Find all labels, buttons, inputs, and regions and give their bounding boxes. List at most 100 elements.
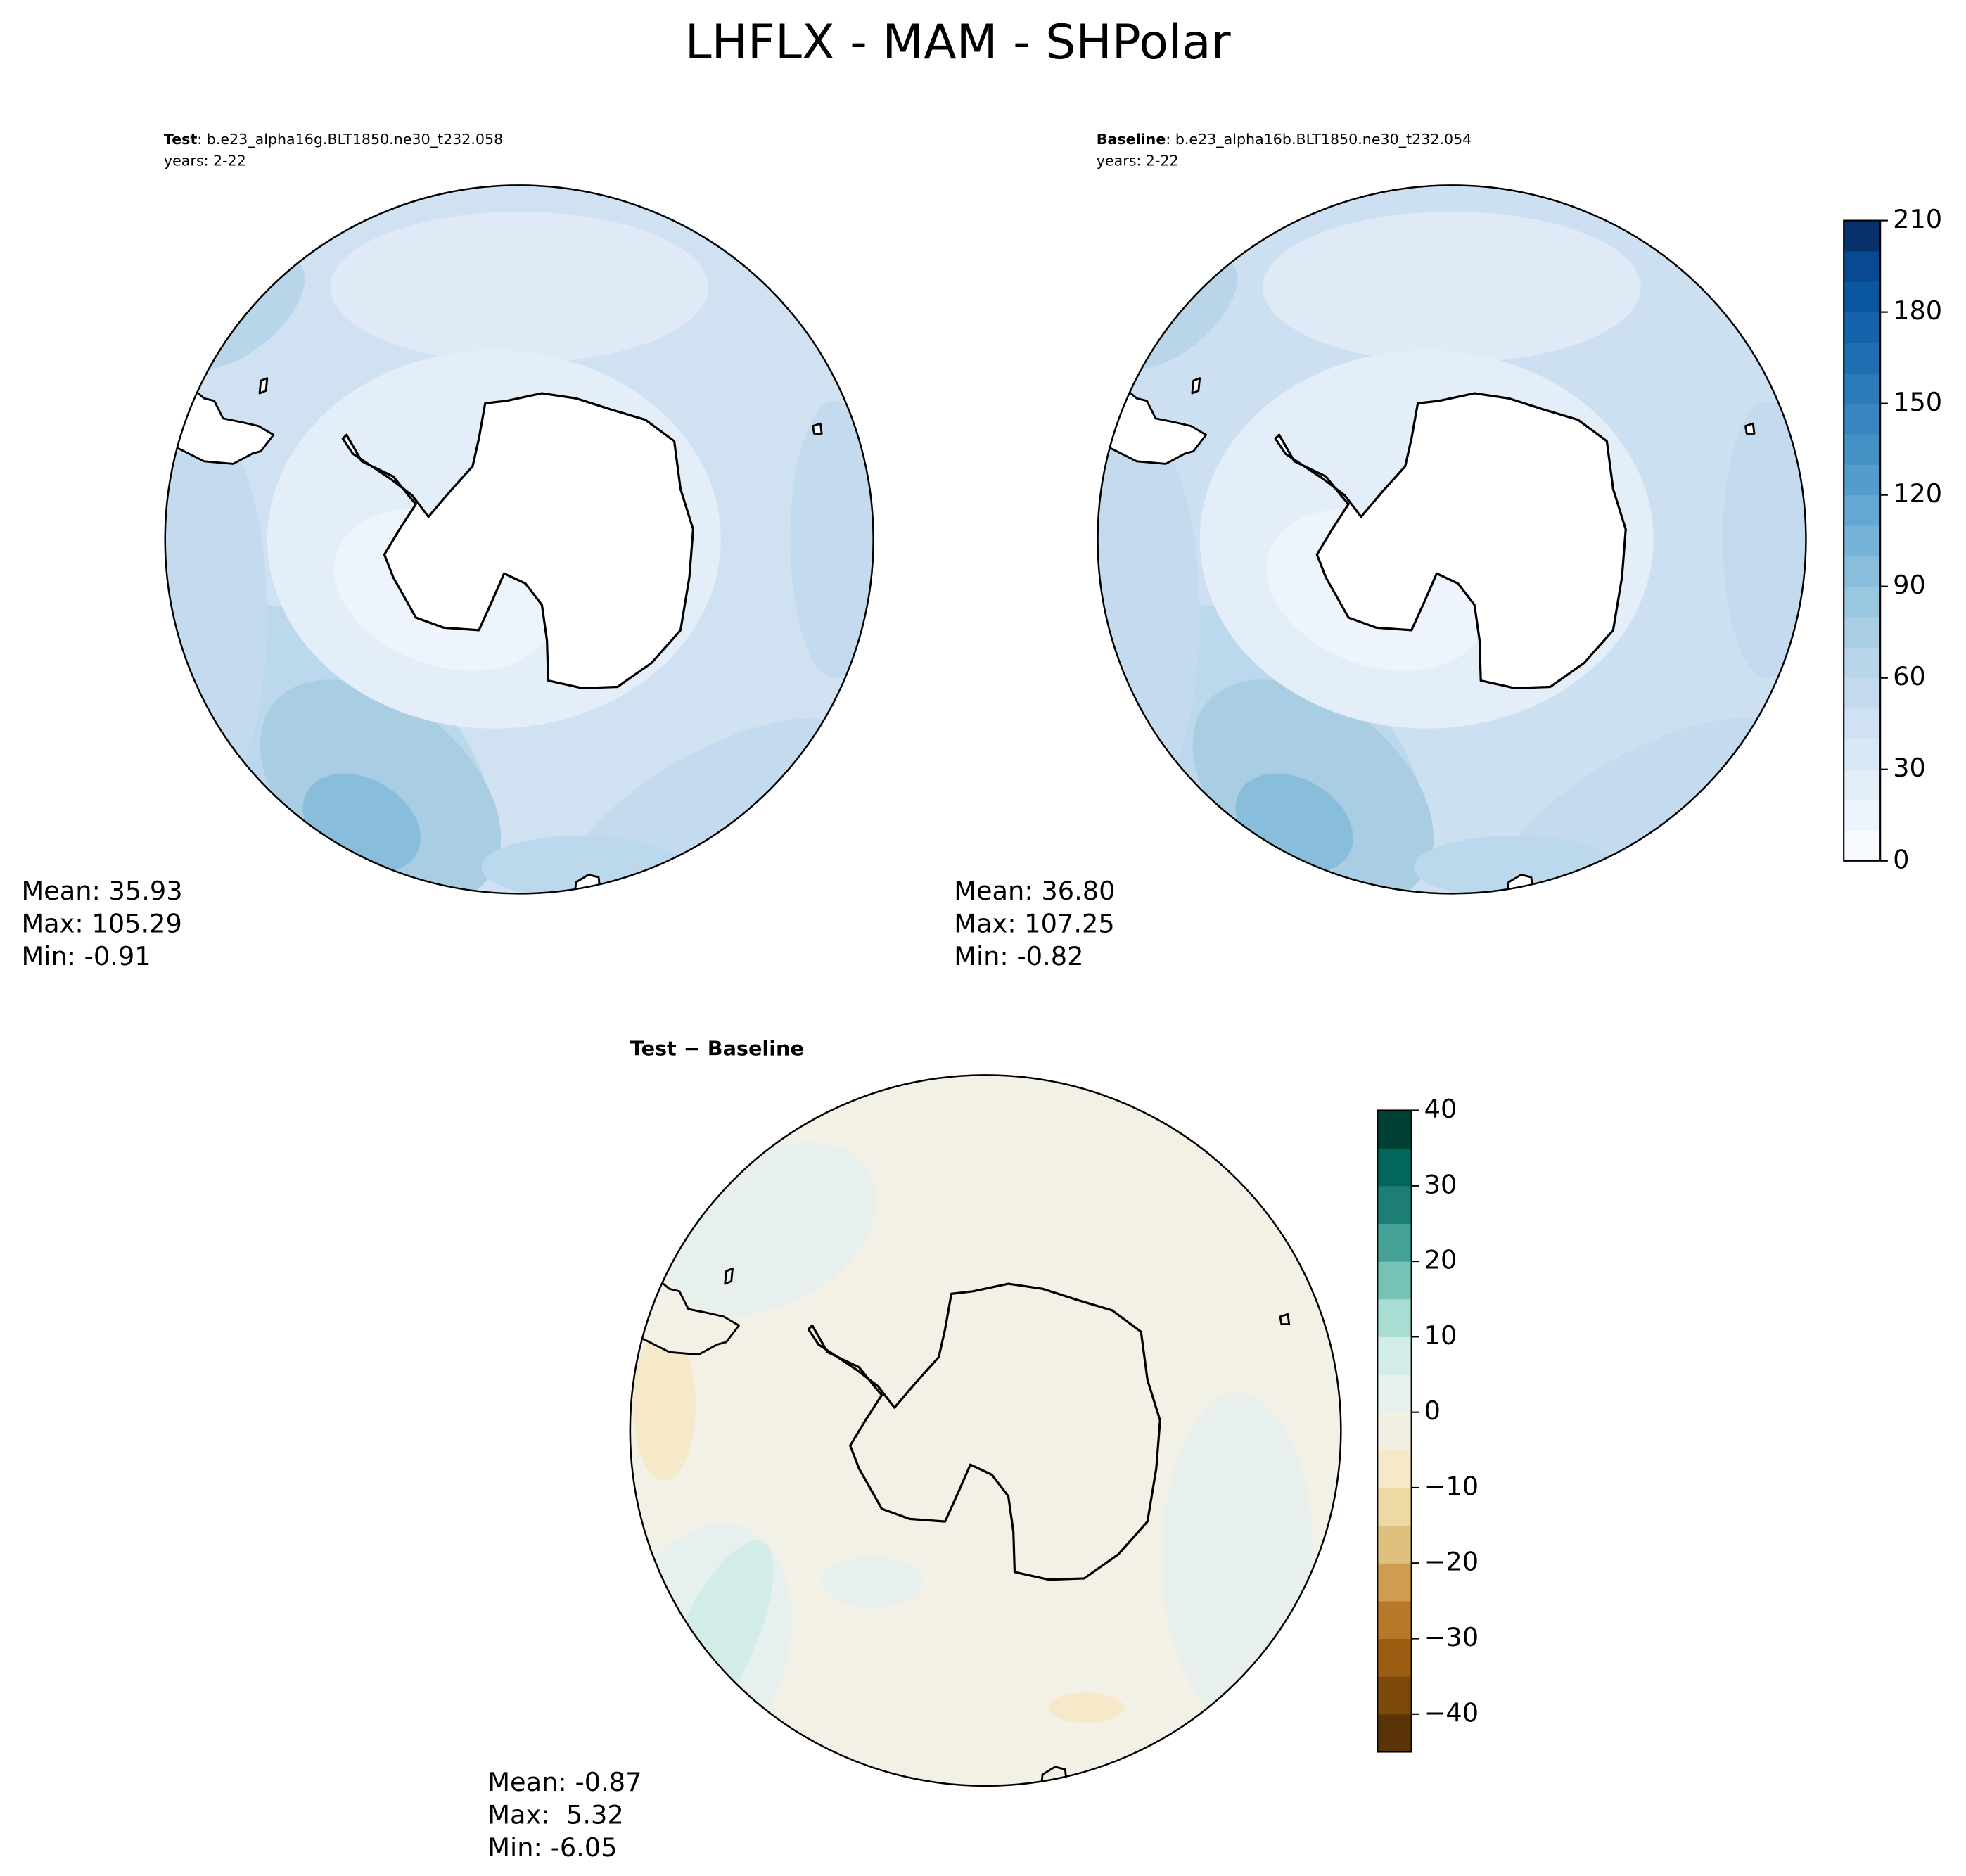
colorbar-band [1377, 1487, 1412, 1526]
colorbar-tick-label: 150 [1893, 387, 1942, 417]
stat: Min: -6.05 [487, 1832, 617, 1863]
contour-region [1723, 400, 1806, 678]
colorbar-band [1377, 1185, 1412, 1224]
colorbar-band [1844, 433, 1881, 465]
colorbar-band [1377, 1714, 1412, 1753]
coastline [1505, 874, 1536, 894]
colorbar-band [1844, 617, 1881, 648]
colorbar-tick-label: 180 [1893, 295, 1942, 326]
colorbar-tick-label: −30 [1424, 1622, 1479, 1652]
colorbar-tick-label: 40 [1424, 1094, 1457, 1124]
colorbar-band [1844, 464, 1881, 496]
coastline [1039, 1766, 1071, 1786]
contour-region [632, 1329, 696, 1481]
colorbar-band [1844, 342, 1881, 374]
contour-region [1263, 212, 1641, 364]
map-border [164, 184, 874, 895]
colorbar-frame [1843, 219, 1882, 862]
colorbar-band [1377, 1374, 1412, 1413]
map [1097, 185, 1806, 894]
colorbar-tick-label: 10 [1424, 1320, 1457, 1351]
contour-region [330, 212, 708, 364]
panel-caption: Test: b.e23_alpha16g.BLT1850.ne30_t232.0… [164, 131, 503, 148]
colorbar-band [1377, 1638, 1412, 1677]
coastline [1744, 422, 1756, 435]
colorbar-band [1377, 1261, 1412, 1300]
colorbar-band [1844, 800, 1881, 831]
coastline [1191, 377, 1201, 395]
colorbar-band [1377, 1450, 1412, 1488]
case-label: Baseline [1097, 131, 1166, 148]
colorbar-band [1844, 220, 1881, 252]
colorbar-band [1844, 494, 1881, 526]
colorbar-band [1377, 1412, 1412, 1450]
colorbar-band [1377, 1223, 1412, 1262]
coastline [1279, 1313, 1291, 1325]
colorbar-band [1844, 525, 1881, 556]
colorbar-tick-label: 120 [1893, 478, 1942, 509]
contour-region [1161, 1392, 1313, 1721]
colorbar-band [1844, 250, 1881, 282]
years: years: 2-22 [164, 152, 246, 169]
colorbar-band [1377, 1298, 1412, 1337]
map [630, 1075, 1341, 1786]
colorbar-band [1844, 739, 1881, 770]
colorbar-band [1377, 1525, 1412, 1564]
colorbar-band [1377, 1600, 1412, 1640]
colorbar-band [1844, 677, 1881, 709]
panel-caption: Baseline: b.e23_alpha16b.BLT1850.ne30_t2… [1097, 131, 1472, 148]
colorbar-band [1844, 647, 1881, 679]
figure-title: LHFLX - MAM - SHPolar [685, 15, 1231, 70]
colorbar-tick-label: −40 [1424, 1697, 1479, 1728]
colorbar-tick-label: 90 [1893, 570, 1926, 600]
stat: Mean: 36.80 [954, 876, 1115, 906]
stat: Max: 5.32 [487, 1799, 623, 1830]
colorbar-band [1844, 403, 1881, 435]
colorbar-band [1844, 586, 1881, 618]
colorbar-band [1377, 1148, 1412, 1187]
case-label: Test [164, 131, 198, 148]
colorbar-tick-label: 0 [1424, 1396, 1441, 1426]
antarctica [1274, 392, 1627, 689]
antarctica [341, 392, 695, 689]
colorbar-frame [1377, 1109, 1412, 1753]
colorbar-band [1377, 1110, 1412, 1149]
colorbar-band [1844, 373, 1881, 404]
antarctica [807, 1282, 1161, 1581]
contour-region [790, 400, 874, 678]
stat: Mean: 35.93 [21, 876, 182, 906]
case-name: : b.e23_alpha16g.BLT1850.ne30_t232.058 [197, 131, 503, 148]
colorbar-tick-label: 0 [1893, 844, 1909, 874]
colorbar-band [1844, 556, 1881, 587]
contour-region [822, 1556, 923, 1607]
map [165, 185, 874, 894]
colorbar-band [1377, 1676, 1412, 1715]
coastline [724, 1267, 734, 1285]
stat: Min: -0.82 [954, 941, 1083, 971]
colorbar-band [1377, 1563, 1412, 1602]
colorbar-tick-label: 30 [1893, 753, 1926, 783]
coastline [258, 377, 269, 395]
colorbar-band [1844, 830, 1881, 862]
stat: Max: 105.29 [21, 909, 181, 939]
colorbar-band [1844, 708, 1881, 739]
colorbar-band [1377, 1336, 1412, 1375]
stat: Max: 107.25 [954, 909, 1114, 939]
map-border [1097, 184, 1807, 895]
colorbar-band [1844, 312, 1881, 343]
map-border [629, 1074, 1342, 1787]
colorbar-band [1844, 281, 1881, 313]
colorbar-band [1844, 769, 1881, 800]
coastline [812, 422, 823, 435]
stat: Mean: -0.87 [487, 1767, 641, 1797]
colorbar-tick-label: −10 [1424, 1471, 1479, 1501]
colorbar-tick-label: 20 [1424, 1245, 1457, 1275]
years: years: 2-22 [1097, 152, 1179, 169]
stat: Min: -0.91 [21, 941, 151, 971]
colorbar-tick-label: 210 [1893, 204, 1942, 234]
colorbar-tick-label: 60 [1893, 661, 1926, 691]
contour-region [1048, 1692, 1125, 1723]
coastline [572, 874, 604, 894]
colorbar-tick-label: −20 [1424, 1547, 1479, 1577]
